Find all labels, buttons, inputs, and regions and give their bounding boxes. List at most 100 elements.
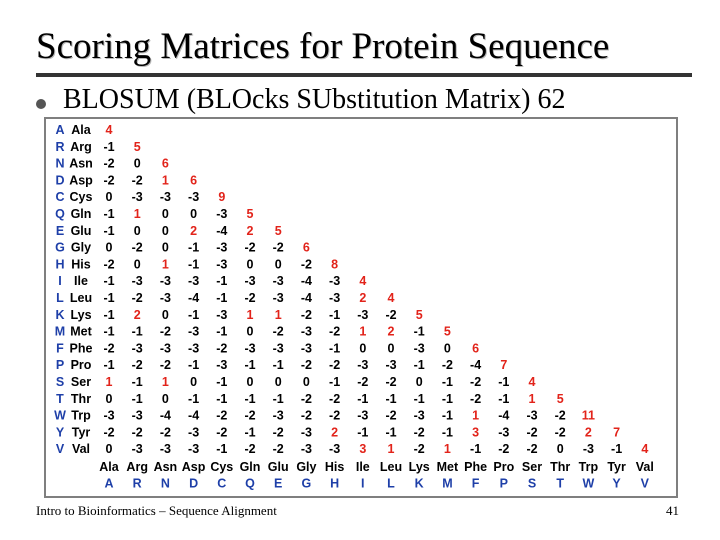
score-cell-K-C: -3 bbox=[216, 308, 227, 322]
row-abbr-Asn: Asn bbox=[69, 157, 93, 171]
score-cell-C-R: -3 bbox=[132, 190, 143, 204]
row-letter-G: G bbox=[55, 241, 65, 255]
col-letter-K: K bbox=[415, 477, 424, 491]
score-cell-W-I: -3 bbox=[357, 409, 368, 423]
score-cell-Y-T: -2 bbox=[555, 425, 566, 439]
row-abbr-Phe: Phe bbox=[70, 341, 93, 355]
col-letter-V: V bbox=[641, 477, 650, 491]
score-cell-I-D: -3 bbox=[188, 274, 199, 288]
col-abbr-Val: Val bbox=[636, 460, 654, 474]
score-cell-K-R: 2 bbox=[134, 308, 141, 322]
score-cell-G-G: 6 bbox=[303, 241, 310, 255]
score-cell-M-D: -3 bbox=[188, 325, 199, 339]
score-cell-E-D: 2 bbox=[190, 224, 197, 238]
score-cell-L-N: -3 bbox=[160, 291, 171, 305]
score-cell-T-S: 1 bbox=[529, 392, 536, 406]
row-abbr-Glu: Glu bbox=[71, 224, 92, 238]
score-cell-T-F: -2 bbox=[470, 392, 481, 406]
score-cell-T-R: -1 bbox=[132, 392, 143, 406]
blosum62-matrix: A Ala 4 R Arg -1 5 N Asn -2 0 6 D Asp -2 -2 1 6 C Cys 0 -3 -3 -… bbox=[54, 123, 654, 491]
row-abbr-Gln: Gln bbox=[71, 207, 92, 221]
score-cell-M-M: 5 bbox=[444, 325, 451, 339]
score-cell-M-N: -2 bbox=[160, 325, 171, 339]
score-cell-F-M: 0 bbox=[444, 341, 451, 355]
score-cell-L-L: 4 bbox=[388, 291, 395, 305]
score-cell-R-A: -1 bbox=[103, 140, 114, 154]
score-cell-L-G: -4 bbox=[301, 291, 312, 305]
score-cell-K-H: -1 bbox=[329, 308, 340, 322]
score-cell-L-D: -4 bbox=[188, 291, 199, 305]
score-cell-S-M: -1 bbox=[442, 375, 453, 389]
col-letter-W: W bbox=[582, 477, 594, 491]
row-letter-Q: Q bbox=[55, 207, 65, 221]
score-cell-T-G: -2 bbox=[301, 392, 312, 406]
col-abbr-Ala: Ala bbox=[99, 460, 120, 474]
score-cell-Y-D: -3 bbox=[188, 425, 199, 439]
col-letter-P: P bbox=[500, 477, 508, 491]
row-abbr-Asp: Asp bbox=[69, 173, 93, 187]
score-cell-H-R: 0 bbox=[134, 257, 141, 271]
score-cell-S-Q: 0 bbox=[247, 375, 254, 389]
score-cell-V-N: -3 bbox=[160, 442, 171, 456]
score-cell-F-R: -3 bbox=[132, 341, 143, 355]
score-cell-P-C: -3 bbox=[216, 358, 227, 372]
score-cell-H-G: -2 bbox=[301, 257, 312, 271]
score-cell-V-W: -3 bbox=[583, 442, 594, 456]
col-letter-F: F bbox=[472, 477, 480, 491]
score-cell-W-D: -4 bbox=[188, 409, 199, 423]
score-cell-E-R: 0 bbox=[134, 224, 141, 238]
col-letter-A: A bbox=[104, 477, 113, 491]
score-cell-K-Q: 1 bbox=[247, 308, 254, 322]
score-cell-S-H: -1 bbox=[329, 375, 340, 389]
col-letter-I: I bbox=[361, 477, 364, 491]
score-cell-T-Q: -1 bbox=[244, 392, 255, 406]
col-abbr-His: His bbox=[325, 460, 345, 474]
score-cell-A-A: 4 bbox=[106, 123, 113, 137]
score-cell-L-H: -3 bbox=[329, 291, 340, 305]
score-cell-S-D: 0 bbox=[190, 375, 197, 389]
score-cell-P-D: -1 bbox=[188, 358, 199, 372]
score-cell-M-H: -2 bbox=[329, 325, 340, 339]
row-abbr-Leu: Leu bbox=[70, 291, 92, 305]
score-cell-W-H: -2 bbox=[329, 409, 340, 423]
score-cell-S-K: 0 bbox=[416, 375, 423, 389]
col-abbr-Asn: Asn bbox=[154, 460, 178, 474]
score-cell-S-A: 1 bbox=[106, 375, 113, 389]
col-letter-M: M bbox=[442, 477, 452, 491]
row-letter-C: C bbox=[55, 190, 64, 204]
score-cell-Y-H: 2 bbox=[331, 425, 338, 439]
score-cell-K-K: 5 bbox=[416, 308, 423, 322]
score-cell-N-N: 6 bbox=[162, 157, 169, 171]
score-cell-M-L: 2 bbox=[388, 325, 395, 339]
score-cell-F-G: -3 bbox=[301, 341, 312, 355]
score-cell-D-R: -2 bbox=[132, 173, 143, 187]
score-cell-P-L: -3 bbox=[385, 358, 396, 372]
score-cell-C-A: 0 bbox=[106, 190, 113, 204]
score-cell-T-E: -1 bbox=[273, 392, 284, 406]
score-cell-T-M: -1 bbox=[442, 392, 453, 406]
score-cell-V-T: 0 bbox=[557, 442, 564, 456]
score-cell-H-N: 1 bbox=[162, 257, 169, 271]
score-cell-S-S: 4 bbox=[529, 375, 536, 389]
score-cell-P-N: -2 bbox=[160, 358, 171, 372]
score-cell-Y-F: 3 bbox=[472, 425, 479, 439]
score-cell-P-Q: -1 bbox=[244, 358, 255, 372]
score-cell-F-E: -3 bbox=[273, 341, 284, 355]
score-cell-T-D: -1 bbox=[188, 392, 199, 406]
col-letter-T: T bbox=[556, 477, 564, 491]
score-cell-P-I: -3 bbox=[357, 358, 368, 372]
score-cell-K-I: -3 bbox=[357, 308, 368, 322]
row-letter-E: E bbox=[56, 224, 64, 238]
score-cell-P-P: 7 bbox=[500, 358, 507, 372]
col-abbr-Lys: Lys bbox=[409, 460, 430, 474]
row-letter-P: P bbox=[56, 358, 64, 372]
score-cell-T-T: 5 bbox=[557, 392, 564, 406]
score-cell-T-L: -1 bbox=[385, 392, 396, 406]
score-cell-G-Q: -2 bbox=[244, 241, 255, 255]
score-cell-V-P: -2 bbox=[498, 442, 509, 456]
score-cell-R-R: 5 bbox=[134, 140, 141, 154]
score-cell-Y-Y: 7 bbox=[613, 425, 620, 439]
row-letter-T: T bbox=[56, 392, 64, 406]
score-cell-W-F: 1 bbox=[472, 409, 479, 423]
score-cell-Y-C: -2 bbox=[216, 425, 227, 439]
